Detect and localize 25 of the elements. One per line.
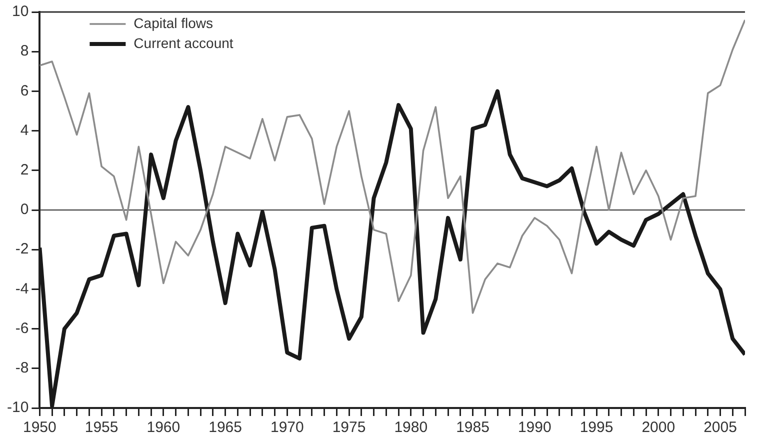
y-tick-label: 0 — [20, 201, 29, 218]
x-tick-label: 1955 — [84, 419, 118, 436]
y-tick-label: 2 — [20, 162, 29, 179]
y-tick-label: -4 — [15, 280, 29, 298]
legend-label: Capital flows — [134, 14, 214, 31]
y-tick-label: -6 — [15, 320, 29, 337]
x-tick-label: 1980 — [394, 419, 428, 436]
y-tick-label: 6 — [20, 82, 29, 100]
x-tick-label: 1960 — [146, 419, 180, 436]
y-tick-label: 8 — [20, 42, 29, 60]
x-tick-label: 2005 — [704, 419, 737, 436]
x-tick-label: 1970 — [270, 419, 304, 436]
x-tick-label: 1995 — [580, 419, 614, 436]
x-tick-label: 1990 — [518, 419, 552, 436]
x-tick-label: 1985 — [456, 419, 490, 436]
x-tick-label: 1965 — [208, 419, 242, 436]
y-tick-label: 4 — [20, 122, 29, 139]
y-tick-label: -10 — [6, 399, 29, 416]
y-tick-label: -8 — [15, 360, 29, 377]
legend-label: Current account — [134, 34, 234, 51]
x-tick-label: 2000 — [642, 419, 676, 436]
y-tick-label: -2 — [15, 240, 29, 258]
y-tick-label: 10 — [12, 3, 29, 20]
x-tick-label: 1950 — [22, 419, 56, 436]
x-tick-label: 1975 — [332, 419, 366, 436]
